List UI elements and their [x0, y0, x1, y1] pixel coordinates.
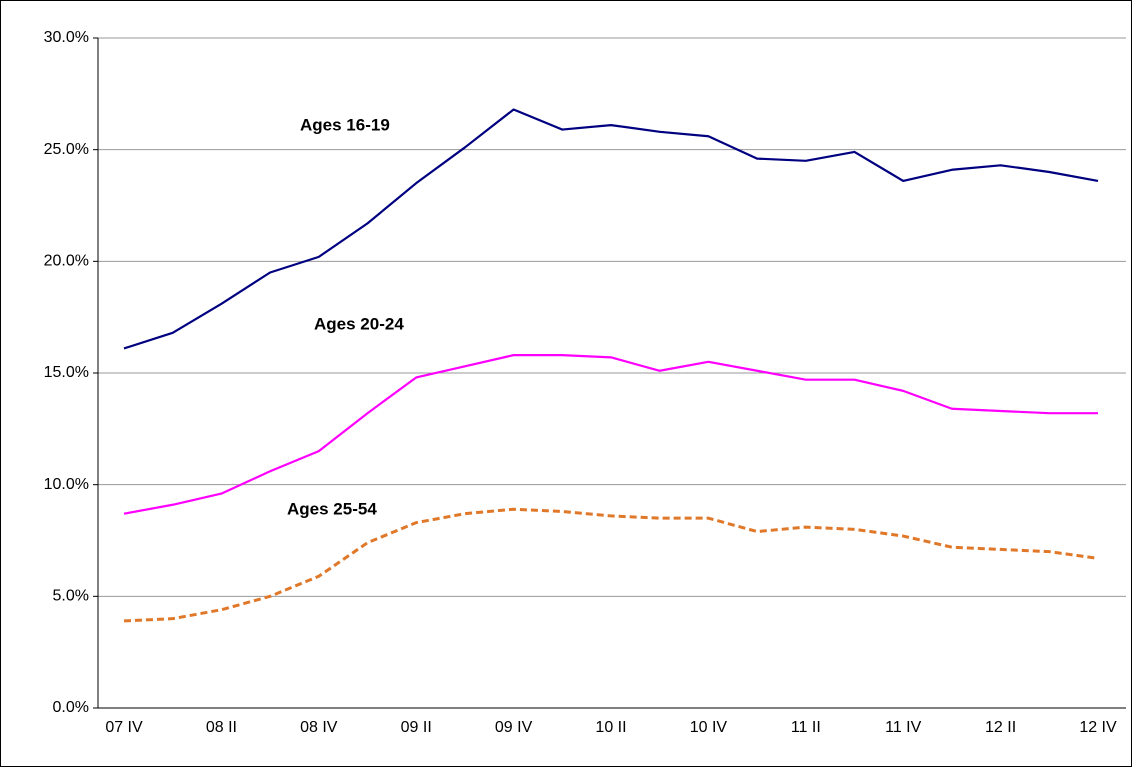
- x-tick-label: 10 IV: [690, 719, 728, 736]
- y-tick-label: 0.0%: [53, 699, 89, 716]
- series-line: [123, 507, 1099, 623]
- series-label: Ages 16-19: [300, 115, 390, 134]
- series-label: Ages 20-24: [314, 314, 404, 333]
- x-tick-label: 10 II: [595, 719, 626, 736]
- y-tick-label: 5.0%: [53, 588, 89, 605]
- series-line: [123, 354, 1098, 515]
- series-label: Ages 25-54: [287, 499, 377, 518]
- x-tick-label: 07 IV: [105, 719, 143, 736]
- x-tick-label: 08 II: [206, 719, 237, 736]
- x-tick-label: 11 II: [791, 719, 821, 736]
- x-tick-label: 09 II: [401, 719, 432, 736]
- y-tick-label: 10.0%: [44, 476, 89, 493]
- x-tick-label: 12 IV: [1079, 719, 1117, 736]
- y-tick-label: 15.0%: [44, 364, 89, 381]
- series-line: [123, 108, 1099, 350]
- y-tick-label: 30.0%: [44, 29, 89, 46]
- x-tick-label: 09 IV: [495, 719, 533, 736]
- y-tick-label: 25.0%: [44, 141, 89, 158]
- x-tick-label: 08 IV: [300, 719, 338, 736]
- x-tick-label: 11 IV: [885, 719, 922, 736]
- x-tick-label: 12 II: [985, 719, 1016, 736]
- y-tick-label: 20.0%: [44, 253, 89, 270]
